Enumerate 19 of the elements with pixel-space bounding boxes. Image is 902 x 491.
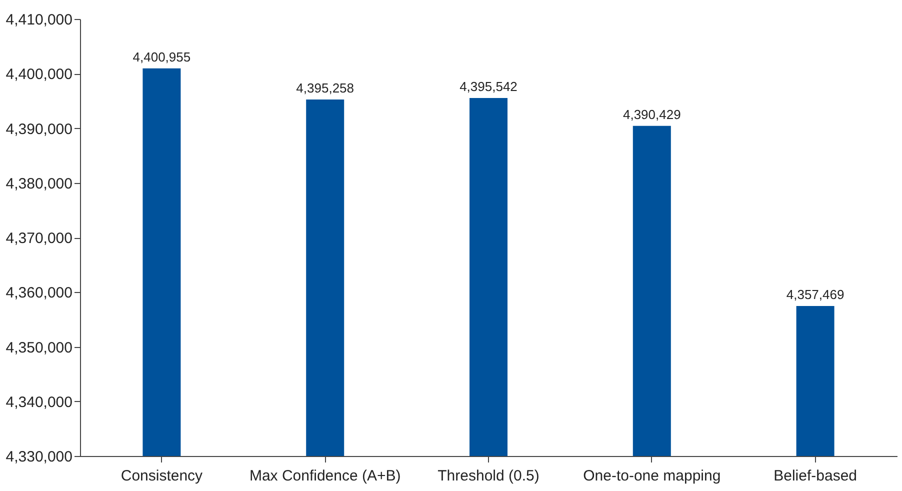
y-tick-label: 4,390,000 bbox=[6, 120, 72, 138]
x-tick-label: Belief-based bbox=[774, 468, 857, 484]
data-label: 4,357,469 bbox=[786, 286, 844, 302]
y-tick-label: 4,380,000 bbox=[6, 175, 72, 192]
x-tick-label: Threshold (0.5) bbox=[438, 468, 540, 484]
data-label: 4,400,955 bbox=[132, 49, 191, 64]
y-tick-label: 4,410,000 bbox=[6, 12, 72, 28]
data-label: 4,395,542 bbox=[460, 78, 518, 94]
y-tick-label: 4,370,000 bbox=[6, 230, 72, 247]
x-tick-label: One-to-one mapping bbox=[583, 468, 721, 484]
data-label: 4,390,429 bbox=[622, 106, 681, 122]
y-tick-label: 4,330,000 bbox=[6, 448, 72, 466]
y-tick-label: 4,400,000 bbox=[6, 66, 72, 84]
y-tick-label: 4,350,000 bbox=[6, 339, 72, 356]
x-tick-label: Max Confidence (A+B) bbox=[249, 468, 401, 484]
x-tick-label: Consistency bbox=[120, 468, 204, 484]
y-tick-label: 4,340,000 bbox=[6, 394, 72, 411]
data-label: 4,395,258 bbox=[296, 80, 354, 96]
y-tick-label: 4,360,000 bbox=[6, 284, 72, 302]
